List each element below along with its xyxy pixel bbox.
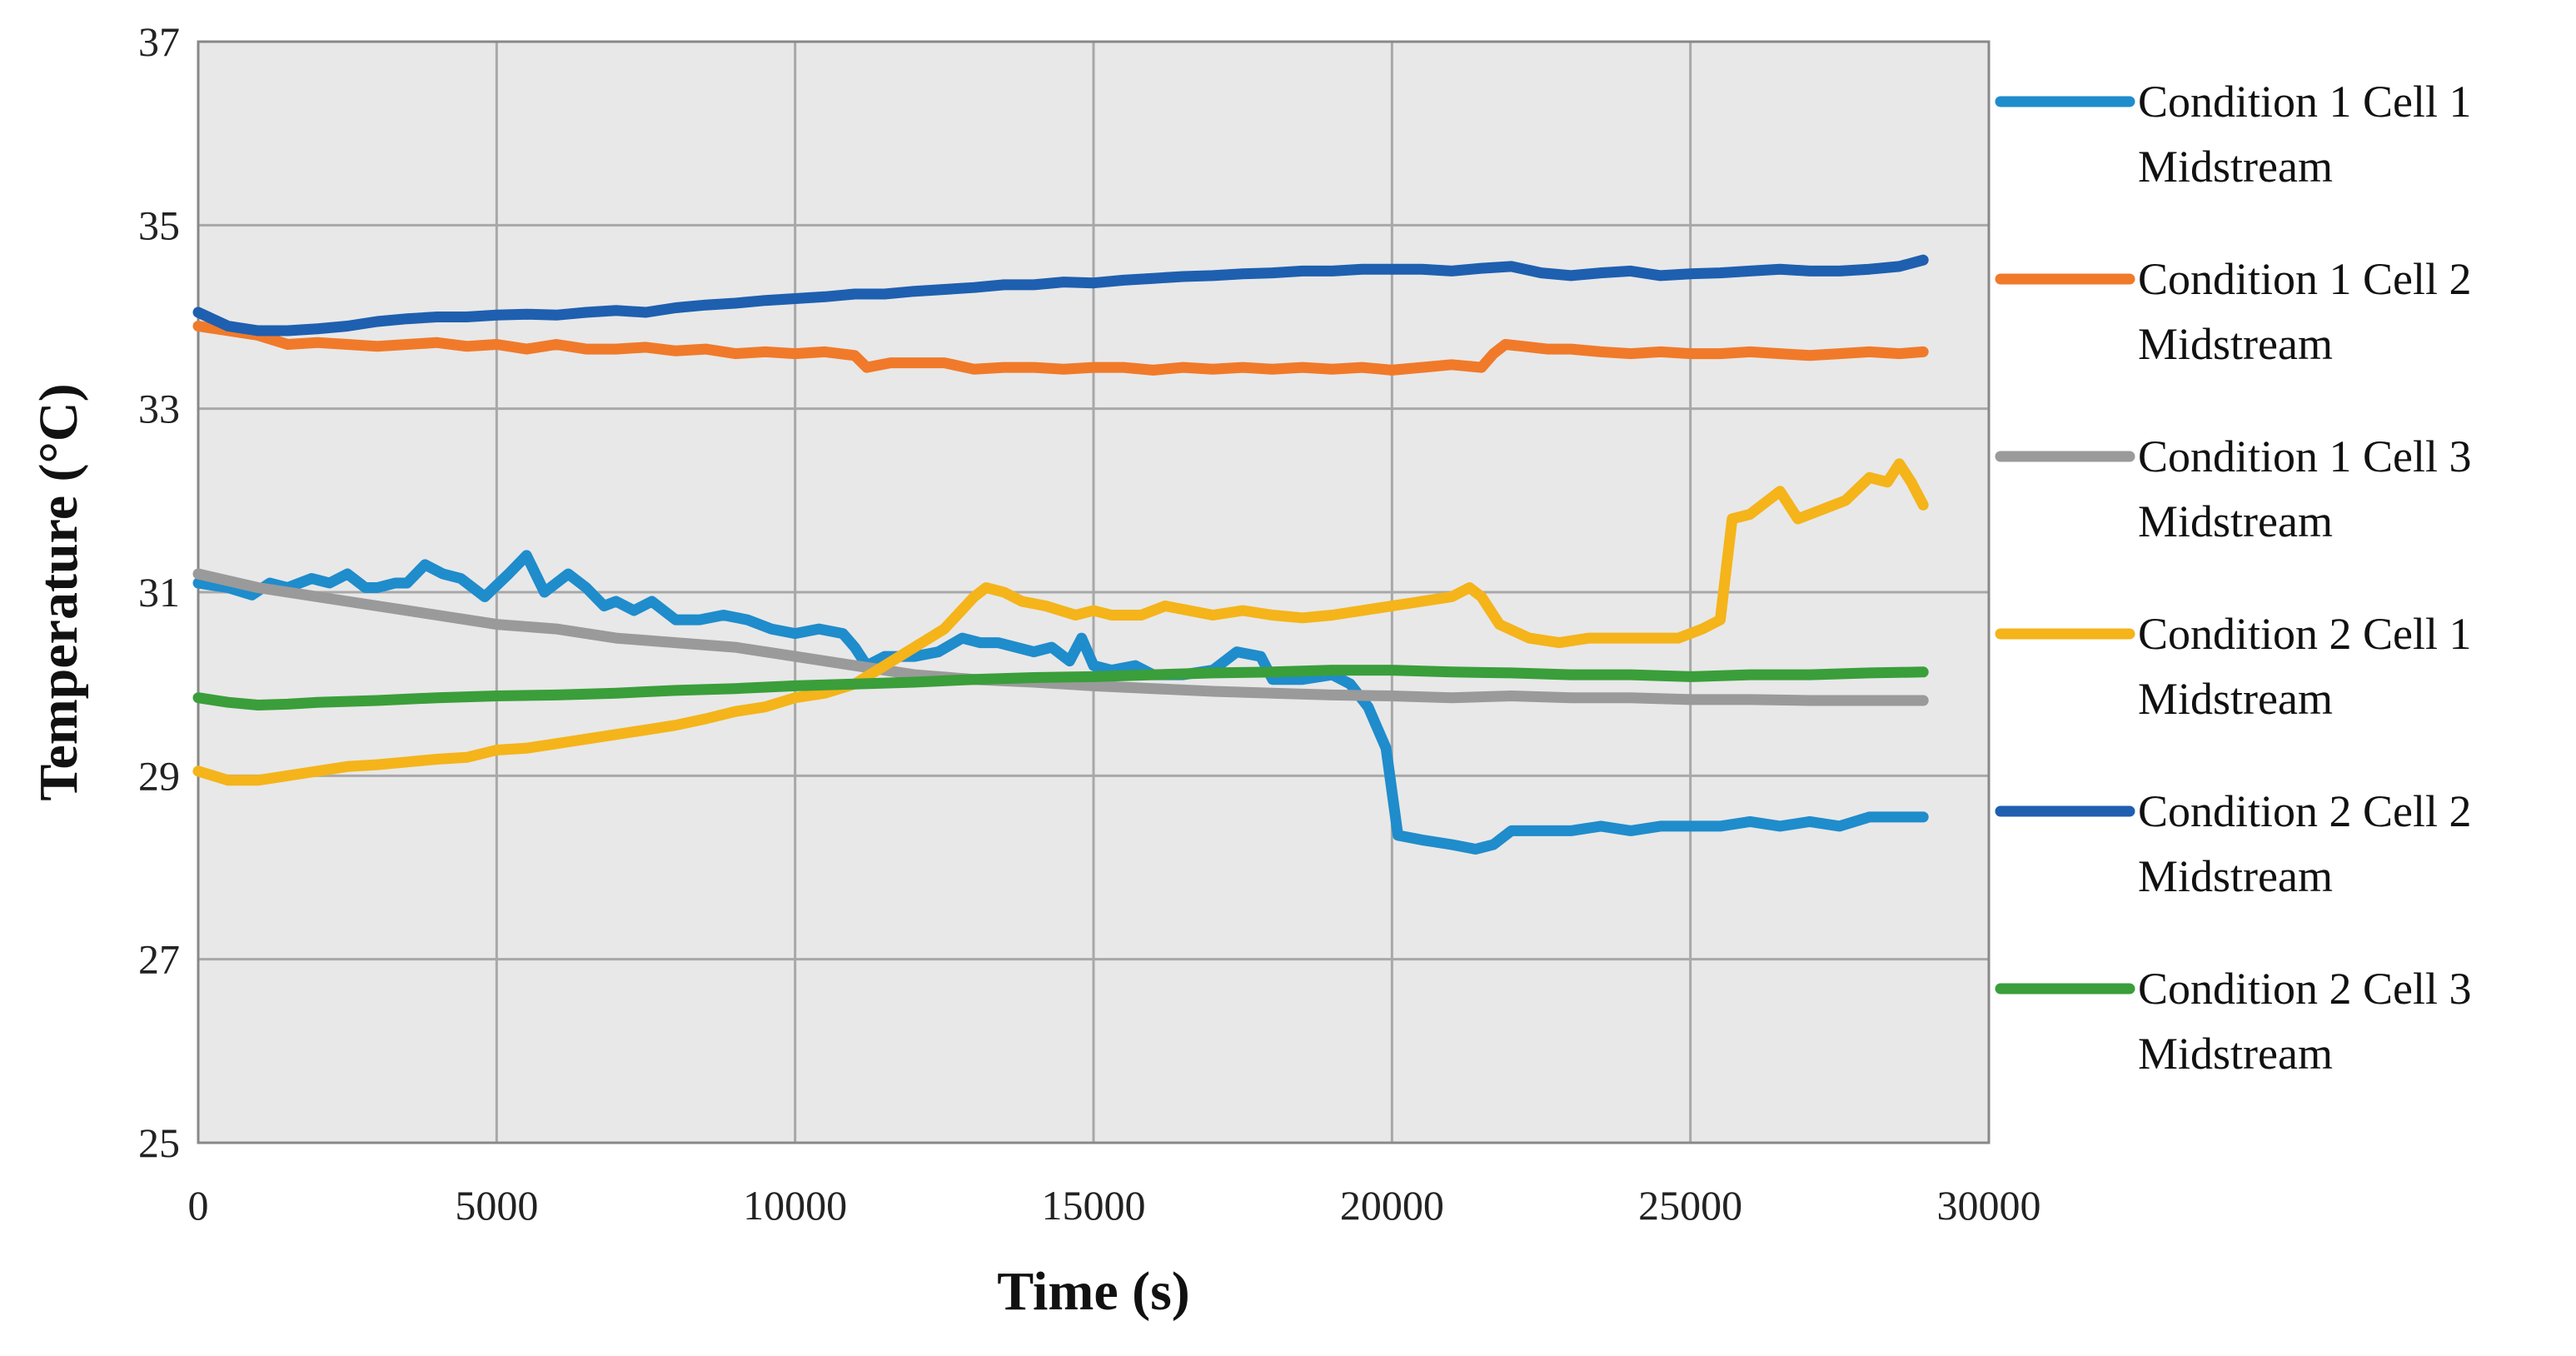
x-tick-label: 10000 (743, 1182, 847, 1229)
series-line (192, 254, 1929, 337)
y-tick-label: 31 (138, 569, 180, 616)
series-line (192, 665, 1929, 710)
y-tick-label: 27 (138, 936, 180, 983)
legend-item: Condition 1 Cell 2 Midstream (1995, 254, 2472, 369)
x-tick-label: 25000 (1638, 1182, 1742, 1229)
y-tick-label: 33 (138, 386, 180, 432)
series-line (192, 568, 1929, 706)
series-line (192, 321, 1929, 376)
y-axis-ticks: 25 27 29 31 33 35 37 (138, 18, 180, 1166)
legend-item: Condition 2 Cell 1 Midstream (1995, 609, 2472, 724)
x-tick-label: 5000 (455, 1182, 538, 1229)
legend-label: Condition 2 Cell 3 (2138, 964, 2472, 1014)
y-tick-label: 37 (138, 18, 180, 65)
legend-item: Condition 2 Cell 3 Midstream (1995, 964, 2472, 1079)
legend-label: Condition 1 Cell 2 (2138, 254, 2472, 304)
y-tick-label: 25 (138, 1119, 180, 1166)
legend-label: Midstream (2138, 1029, 2333, 1079)
legend-label: Condition 1 Cell 3 (2138, 431, 2472, 481)
legend-item: Condition 1 Cell 3 Midstream (1995, 431, 2472, 546)
legend-label: Condition 2 Cell 2 (2138, 786, 2472, 836)
x-tick-label: 20000 (1340, 1182, 1444, 1229)
legend-label: Condition 1 Cell 1 (2138, 77, 2472, 127)
x-axis-ticks: 0 5000 10000 15000 20000 25000 30000 (188, 1182, 2041, 1229)
y-tick-label: 29 (138, 752, 180, 799)
legend-label: Midstream (2138, 851, 2333, 901)
legend-label: Midstream (2138, 496, 2333, 546)
x-tick-label: 0 (188, 1182, 209, 1229)
series-line (192, 458, 1929, 786)
x-tick-label: 30000 (1937, 1182, 2041, 1229)
x-axis-title: Time (s) (997, 1261, 1190, 1322)
x-tick-label: 15000 (1042, 1182, 1146, 1229)
legend-label: Condition 2 Cell 1 (2138, 609, 2472, 659)
legend-label: Midstream (2138, 319, 2333, 369)
legend-label: Midstream (2138, 142, 2333, 192)
y-axis-title: Temperature (°C) (28, 383, 89, 800)
series-lines (192, 254, 1929, 855)
y-tick-label: 35 (138, 202, 180, 248)
plot-border (197, 40, 1991, 1144)
series-line (192, 550, 1929, 855)
legend-item: Condition 2 Cell 2 Midstream (1995, 786, 2472, 901)
legend-item: Condition 1 Cell 1 Midstream (1995, 77, 2472, 192)
legend-label: Midstream (2138, 674, 2333, 724)
